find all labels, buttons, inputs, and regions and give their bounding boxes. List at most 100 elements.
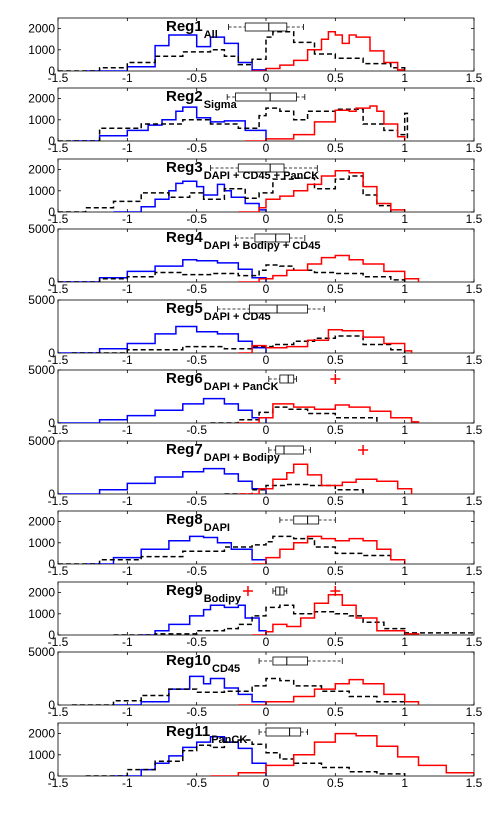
panel-3: -1.5 -1 -0.5 0 0.5 1 1.5 0 1000 2000 Reg3 DAPI + CD…: [28, 159, 482, 226]
x-tick-label: 1.5: [466, 423, 483, 437]
x-tick-label: 1: [401, 353, 408, 367]
boxplot-box: [266, 728, 301, 736]
x-tick-label: 0: [263, 141, 270, 155]
panel-title: Reg8: [166, 511, 203, 528]
x-tick-label: 1: [401, 705, 408, 719]
y-tick-label: 5000: [28, 293, 55, 307]
y-tick-label: 2000: [28, 586, 55, 600]
panel-subtitle: CD45: [212, 663, 240, 675]
axes-box: [58, 511, 474, 564]
x-tick-label: 1: [401, 494, 408, 508]
y-tick-label: 1000: [28, 113, 55, 127]
x-tick-label: -1: [122, 635, 133, 649]
x-tick-label: 0.5: [327, 423, 344, 437]
x-tick-label: 1: [401, 423, 408, 437]
x-tick-label: 0: [263, 776, 270, 790]
x-tick-label: -0.5: [186, 141, 207, 155]
panel-title: Reg11: [166, 723, 210, 740]
panel-8: -1.5 -1 -0.5 0 0.5 1 1.5010002000 Reg8 DAPI: [28, 511, 482, 578]
boxplot-box: [294, 516, 319, 524]
y-tick-label: 0: [48, 628, 55, 642]
y-tick-label: 0: [48, 134, 55, 148]
panel-title: Reg10: [166, 652, 211, 669]
x-tick-label: 1.5: [466, 776, 483, 790]
x-tick-label: 1.5: [466, 635, 483, 649]
x-tick-label: 1: [401, 282, 408, 296]
y-tick-label: 2000: [28, 163, 55, 177]
panel-subtitle: Bodipy: [204, 593, 242, 605]
x-tick-label: 0.5: [327, 353, 344, 367]
x-tick-label: -0.5: [186, 353, 207, 367]
x-tick-label: 0.5: [327, 776, 344, 790]
x-tick-label: -1: [122, 705, 133, 719]
x-tick-label: 0.5: [327, 282, 344, 296]
x-tick-label: 0: [263, 564, 270, 578]
x-tick-label: -1: [122, 71, 133, 85]
x-tick-label: -1: [122, 423, 133, 437]
x-tick-label: -1: [122, 776, 133, 790]
x-tick-label: 1.5: [466, 282, 483, 296]
panel-11: -1.5 -1 -0.5 0 0.5 1 1.5 0 1000 2000 Reg11 PanCK: [28, 723, 482, 790]
panel-9: -1.5 -1 -0.5 0 0.5 1 1.5010002000 Reg9 Bodipy: [28, 582, 482, 649]
panel-subtitle: DAPI + Bodipy: [204, 452, 281, 464]
x-tick-label: 0: [263, 212, 270, 226]
panel-title: Reg6: [166, 370, 203, 387]
panel-title: Reg5: [166, 300, 203, 317]
y-tick-label: 1000: [28, 43, 55, 57]
x-tick-label: -0.5: [186, 212, 207, 226]
x-tick-label: 1: [401, 564, 408, 578]
y-tick-label: 5000: [28, 645, 55, 659]
y-tick-label: 1000: [28, 607, 55, 621]
panel-subtitle: All: [204, 29, 218, 41]
y-tick-label: 2000: [28, 515, 55, 529]
boxplot-box: [235, 93, 296, 101]
x-tick-label: -1: [122, 494, 133, 508]
panel-4: -1.5 -1 -0.5 0 0.5 1 1.5 0 5000 Reg4 DAPI + Bodipy…: [28, 222, 482, 296]
x-tick-label: 0.5: [327, 141, 344, 155]
x-tick-label: -1: [122, 353, 133, 367]
x-tick-label: -1: [122, 212, 133, 226]
x-tick-label: 1: [401, 635, 408, 649]
x-tick-label: -0.5: [186, 705, 207, 719]
panel-6: -1.5 -1 -0.5 0 0.5 1 1.5 0 5000 Reg6 DAPI + PanCK: [28, 363, 482, 437]
x-tick-label: 1: [401, 141, 408, 155]
y-tick-label: 0: [48, 64, 55, 78]
x-tick-label: 0.5: [327, 71, 344, 85]
x-tick-label: -0.5: [186, 776, 207, 790]
x-tick-label: 0.5: [327, 564, 344, 578]
x-tick-label: 0.5: [327, 705, 344, 719]
panel-title: Reg1: [166, 18, 203, 35]
y-tick-label: 0: [48, 769, 55, 783]
panel-subtitle: Sigma: [204, 99, 238, 111]
boxplot-box: [280, 375, 294, 383]
y-tick-label: 1000: [28, 536, 55, 550]
x-tick-label: -0.5: [186, 71, 207, 85]
y-tick-label: 2000: [28, 92, 55, 106]
panel-title: Reg7: [166, 441, 203, 458]
x-tick-label: 0: [263, 494, 270, 508]
x-tick-label: 0: [263, 705, 270, 719]
x-tick-label: 1.5: [466, 705, 483, 719]
panel-subtitle: DAPI + CD45: [204, 311, 271, 323]
boxplot-box: [276, 446, 304, 454]
x-tick-label: 1: [401, 776, 408, 790]
axes-box: [58, 370, 474, 423]
panel-title: Reg3: [166, 159, 203, 176]
x-tick-label: 1: [401, 71, 408, 85]
y-tick-label: 1000: [28, 748, 55, 762]
y-tick-label: 1000: [28, 184, 55, 198]
x-tick-label: 0.5: [327, 635, 344, 649]
x-tick-label: 1: [401, 212, 408, 226]
x-tick-label: 0.5: [327, 212, 344, 226]
y-tick-label: 0: [48, 346, 55, 360]
y-tick-label: 0: [48, 487, 55, 501]
y-tick-label: 0: [48, 205, 55, 219]
y-tick-label: 0: [48, 698, 55, 712]
x-tick-label: -1: [122, 564, 133, 578]
x-tick-label: -0.5: [186, 494, 207, 508]
panel-subtitle: DAPI: [204, 522, 230, 534]
x-tick-label: 1.5: [466, 353, 483, 367]
y-tick-label: 5000: [28, 434, 55, 448]
y-tick-label: 5000: [28, 222, 55, 236]
panel-1: -1.5 -1 -0.5 0 0.5 1 1.5010002000 Reg1 All: [28, 18, 482, 85]
